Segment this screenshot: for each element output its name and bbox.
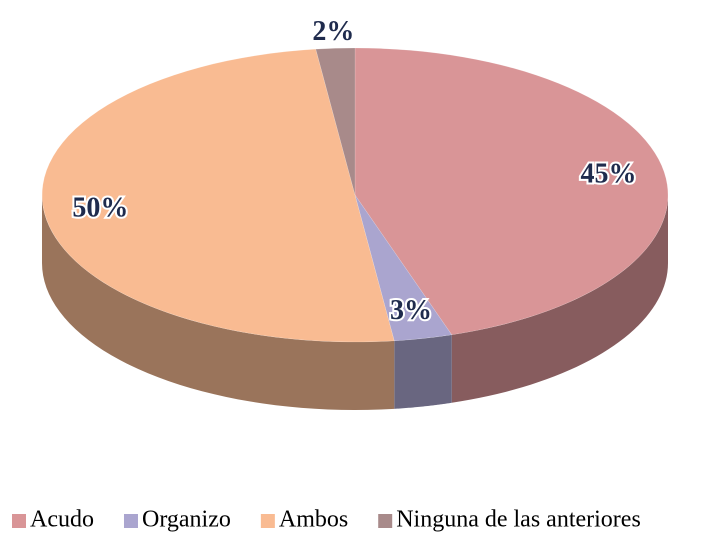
slice-side	[451, 195, 668, 403]
legend-label: Ambos	[279, 507, 348, 533]
data-label: 3%	[390, 295, 432, 326]
data-label: 2%	[312, 16, 354, 47]
slice	[315, 47, 356, 196]
legend-label: Acudo	[30, 507, 94, 533]
slice	[354, 47, 669, 336]
legend-swatch	[12, 514, 26, 528]
legend-swatch	[378, 514, 393, 528]
legend-swatch	[260, 514, 275, 528]
legend-label: Organizo	[142, 507, 231, 533]
data-label: 45%	[581, 159, 637, 190]
slice	[41, 48, 395, 343]
slice	[354, 194, 453, 342]
data-label: 50%	[72, 193, 128, 224]
slice-side	[394, 334, 452, 409]
legend-label: Ninguna de las anteriores	[396, 507, 641, 533]
slice-side	[42, 195, 395, 410]
legend-swatch	[123, 514, 138, 528]
